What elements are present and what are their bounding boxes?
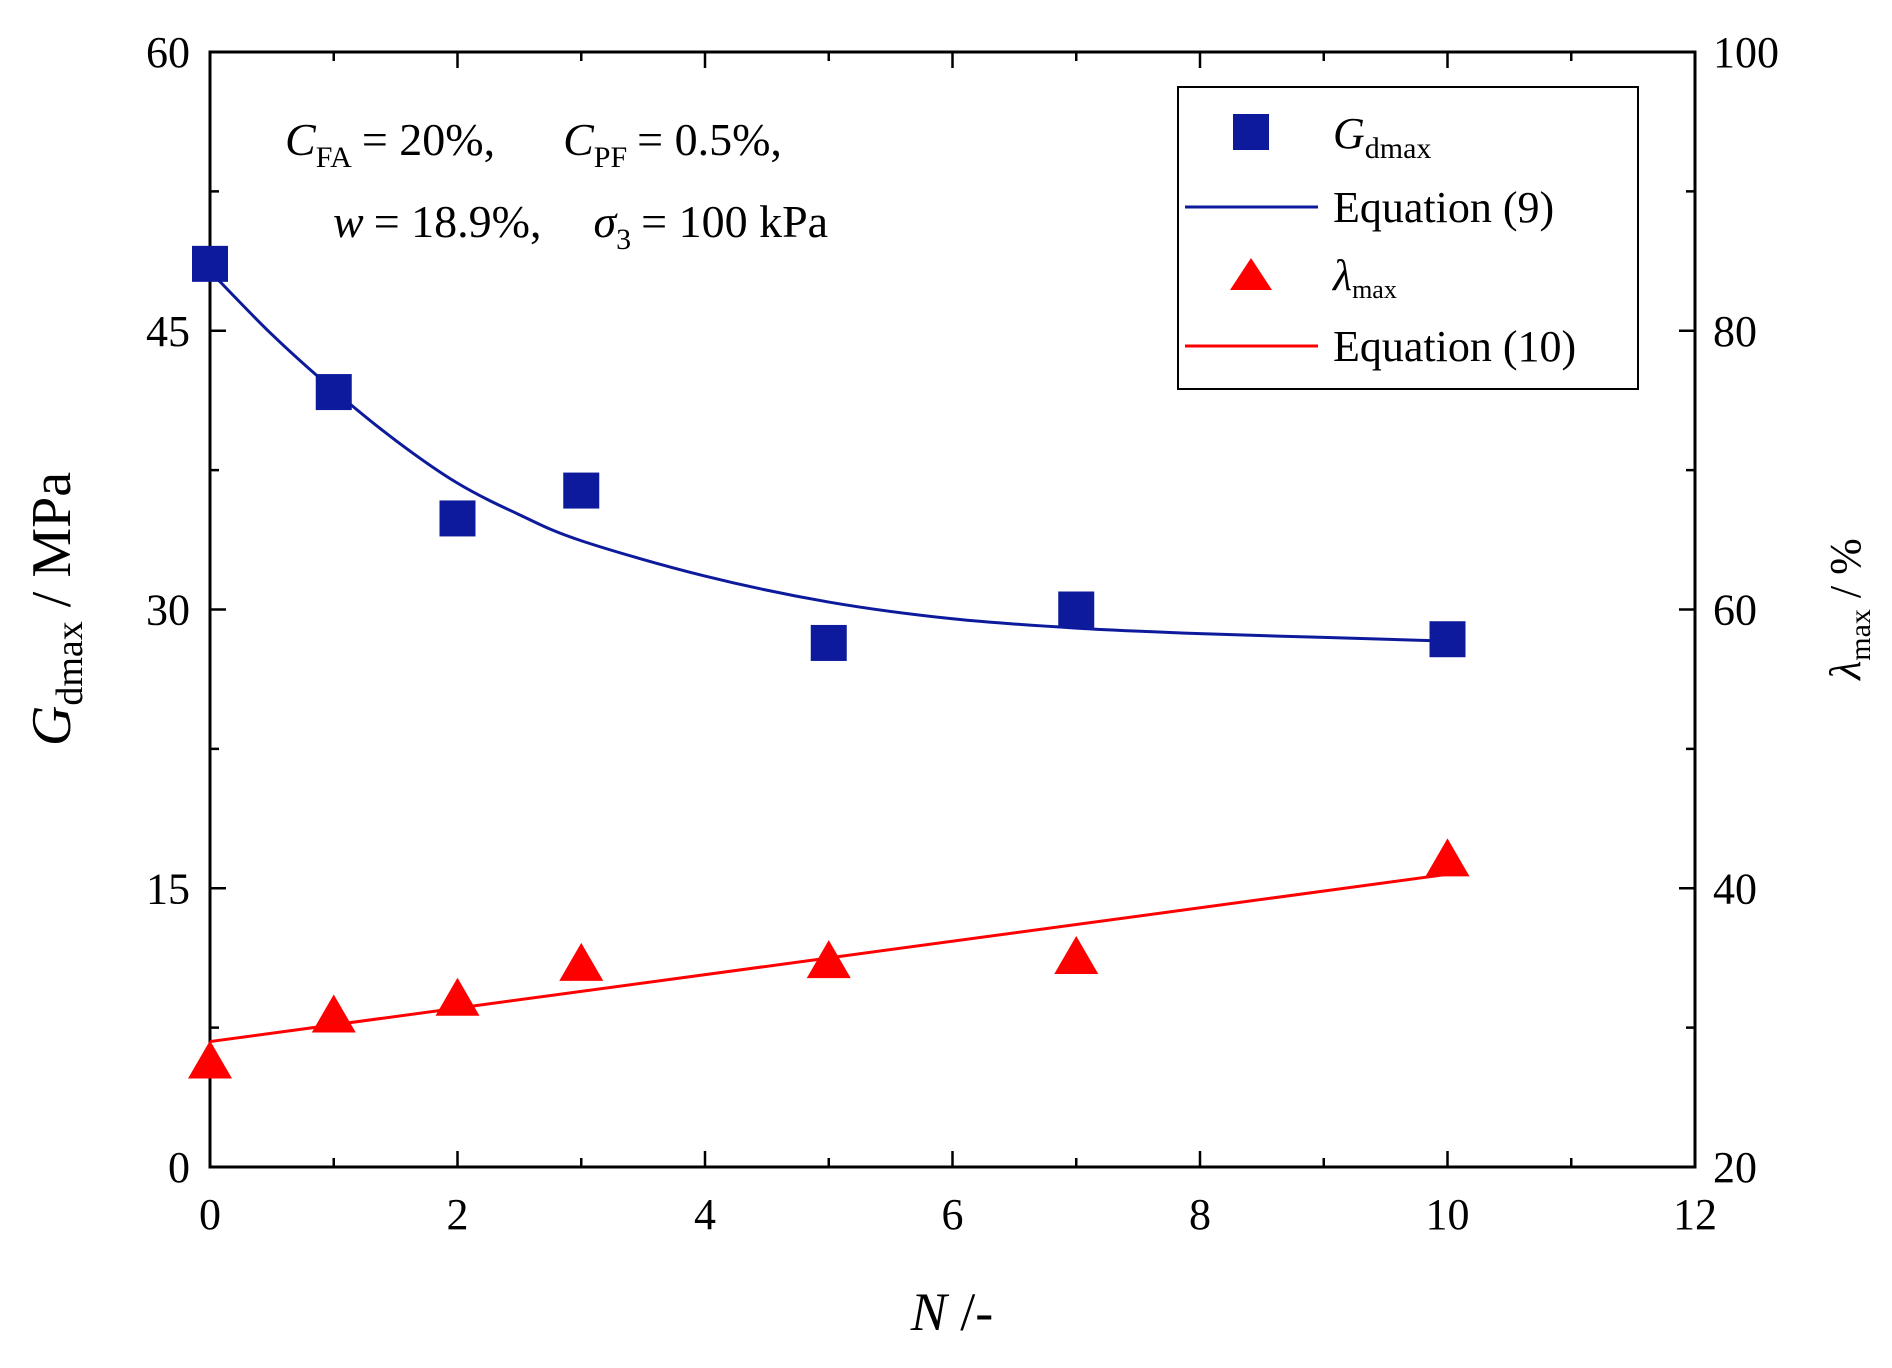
lambda-point [311, 994, 356, 1033]
y-right-tick-label: 100 [1713, 28, 1779, 77]
gdmax-point [315, 374, 352, 411]
legend: Gdmax Equation (9) λmax Equation (10) [1177, 86, 1639, 390]
legend-eq9-label: Equation (9) [1333, 183, 1554, 232]
y-left-axis-title: Gdmax / MPa [21, 472, 91, 746]
gdmax-point [1058, 591, 1095, 628]
y-right-axis-title-var: λ [1821, 661, 1870, 682]
y-left-axis-title-var: G [21, 706, 83, 746]
x-tick-label: 0 [199, 1190, 221, 1239]
annotation-c-pf-value: = 0.5%, [637, 114, 782, 165]
y-left-tick-label: 45 [146, 307, 190, 356]
annotation-line-2: w = 18.9%, σ3 = 100 kPa [333, 196, 828, 256]
y-right-tick-label: 80 [1713, 307, 1757, 356]
legend-gdmax-sub: dmax [1365, 132, 1432, 165]
lambda-point [1425, 838, 1470, 877]
data-markers [188, 245, 1470, 1079]
annotation-line-1: CFA = 20%, CPF = 0.5%, [285, 114, 782, 174]
y-right-axis-title-unit: / % [1821, 538, 1870, 609]
gdmax-point [439, 500, 476, 537]
y-right-axis-title-sub: max [1844, 609, 1877, 661]
y-right-axis-title: λmax / % [1821, 538, 1877, 682]
y-left-axis-ticks: 0 15 30 45 60 [146, 28, 226, 1192]
y-left-axis-title-sub: dmax [49, 621, 91, 705]
annotation-c-symbol-2: C [563, 114, 595, 165]
y-left-axis-title-unit: / MPa [21, 472, 83, 621]
legend-lambda-marker [1230, 258, 1272, 290]
annotation-fa-sub: FA [316, 141, 352, 174]
lambda-point [559, 942, 604, 981]
x-tick-label: 6 [942, 1190, 964, 1239]
annotation-c-fa-value: = 20%, [362, 114, 495, 165]
gdmax-point [563, 472, 600, 509]
annotation-c-symbol: C [285, 114, 317, 165]
fit-line-equation-9- [208, 270, 1448, 643]
x-axis-ticks: 0 2 4 6 8 10 12 [199, 52, 1717, 1239]
y-right-tick-label: 20 [1713, 1143, 1757, 1192]
gdmax-point [1429, 621, 1466, 658]
x-axis-title-var: N [910, 1282, 950, 1342]
annotation-sigma-sub: 3 [616, 223, 631, 256]
y-right-tick-label: 40 [1713, 864, 1757, 913]
legend-lambda-var: λ [1331, 251, 1352, 300]
annotation-pf-sub: PF [594, 141, 627, 174]
y-left-tick-label: 15 [146, 864, 190, 913]
x-tick-label: 4 [694, 1190, 716, 1239]
x-tick-label: 2 [447, 1190, 469, 1239]
x-axis-title-unit: /- [947, 1282, 994, 1342]
y-left-tick-label: 60 [146, 28, 190, 77]
lambda-point [1054, 935, 1099, 974]
gdmax-point [192, 245, 228, 282]
legend-gdmax-marker [1233, 114, 1269, 150]
legend-lambda-label: λmax [1331, 251, 1397, 304]
x-tick-label: 10 [1426, 1190, 1470, 1239]
legend-lambda-sub: max [1352, 275, 1397, 304]
x-tick-label: 12 [1673, 1190, 1717, 1239]
lambda-point [806, 940, 851, 979]
lambda-point [188, 1040, 232, 1079]
annotation-w-value: = 18.9%, [374, 196, 542, 247]
lambda-point [435, 977, 480, 1016]
legend-gdmax-var: G [1333, 109, 1365, 158]
y-left-tick-label: 30 [146, 586, 190, 635]
legend-gdmax-label: Gdmax [1333, 109, 1431, 165]
annotation-sigma-value: = 100 kPa [641, 196, 828, 247]
legend-eq10-label: Equation (10) [1333, 322, 1576, 371]
annotation-w-symbol: w [333, 196, 364, 247]
x-axis-title: N /- [910, 1282, 994, 1342]
y-right-axis-ticks: 20 40 60 80 100 [1679, 28, 1779, 1192]
y-right-tick-label: 60 [1713, 586, 1757, 635]
y-left-tick-label: 0 [168, 1143, 190, 1192]
gdmax-point [810, 624, 847, 661]
annotation-sigma-symbol: σ [593, 196, 618, 247]
x-tick-label: 8 [1189, 1190, 1211, 1239]
